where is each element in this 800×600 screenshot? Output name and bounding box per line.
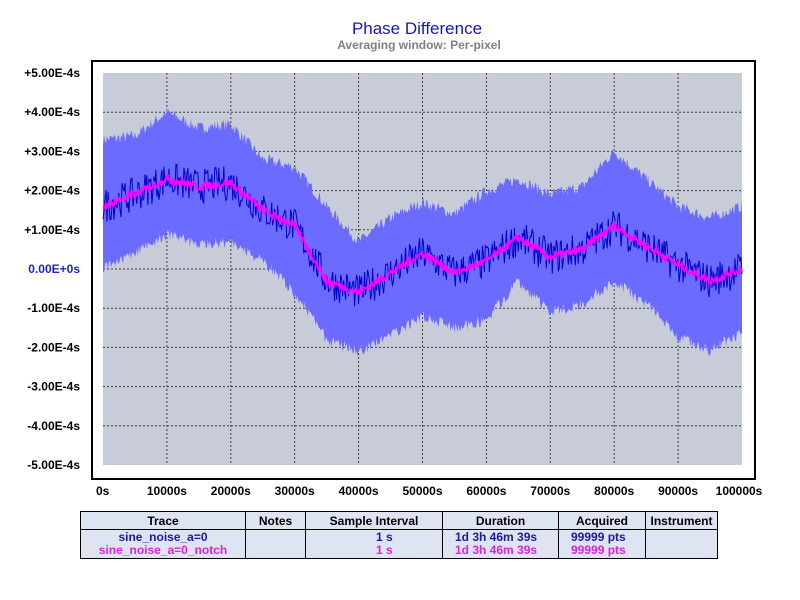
x-tick-label: 100000s [716, 484, 763, 498]
chart-title: Phase Difference [352, 19, 482, 38]
acquired-cell: 99999 pts 99999 pts [558, 529, 646, 559]
table-row: sine_noise_a=0 sine_noise_a=0_notch 1 s … [80, 529, 718, 559]
x-tick-label: 30000s [275, 484, 315, 498]
table-header-row: Trace Notes Sample Interval Duration Acq… [80, 511, 718, 530]
trace-table: Trace Notes Sample Interval Duration Acq… [80, 511, 718, 559]
trace-name-1: sine_noise_a=0 [118, 530, 208, 544]
y-tick-label: 0.00E+0s [28, 262, 80, 276]
x-tick-label: 20000s [211, 484, 251, 498]
noise-envelope [103, 107, 742, 357]
header-trace: Trace [80, 511, 246, 530]
x-axis: 0s 10000s 20000s 30000s 40000s 50000s 60000s 70… [96, 484, 763, 498]
y-tick-label: -4.00E-4s [27, 419, 80, 433]
chart-subtitle: Averaging window: Per-pixel [337, 38, 501, 52]
x-tick-label: 40000s [339, 484, 379, 498]
duration-2: 1d 3h 46m 39s [455, 543, 538, 557]
trace-name-2: sine_noise_a=0_notch [98, 543, 228, 557]
y-axis: +5.00E-4s +4.00E-4s +3.00E-4s +2.00E-4s +1.0… [24, 66, 80, 472]
header-notes: Notes [245, 511, 306, 530]
interval-1: 1 s [376, 530, 393, 544]
chart: Phase Difference Averaging window: Per-p… [24, 19, 763, 498]
x-tick-label: 50000s [402, 484, 442, 498]
y-tick-label: -5.00E-4s [27, 458, 80, 472]
notes-cell [245, 529, 306, 559]
trace-cell: sine_noise_a=0 sine_noise_a=0_notch [80, 529, 246, 559]
acquired-2: 99999 pts [571, 543, 626, 557]
series-group [102, 163, 743, 307]
duration-1: 1d 3h 46m 39s [455, 530, 538, 544]
x-tick-label: 0s [96, 484, 110, 498]
acquired-1: 99999 pts [571, 530, 626, 544]
x-tick-label: 90000s [658, 484, 698, 498]
y-tick-label: -2.00E-4s [27, 340, 80, 354]
x-tick-label: 80000s [594, 484, 634, 498]
header-duration: Duration [442, 511, 559, 530]
plot-frame [91, 60, 756, 480]
x-tick-label: 60000s [466, 484, 506, 498]
header-sample-interval: Sample Interval [305, 511, 443, 530]
y-tick-label: +3.00E-4s [24, 144, 80, 158]
y-tick-label: +2.00E-4s [24, 184, 80, 198]
y-tick-label: -1.00E-4s [27, 301, 80, 315]
interval-2: 1 s [376, 543, 393, 557]
series-sine-noise-notch [102, 173, 743, 296]
y-tick-label: +4.00E-4s [24, 105, 80, 119]
duration-cell: 1d 3h 46m 39s 1d 3h 46m 39s [442, 529, 559, 559]
header-acquired: Acquired [558, 511, 646, 530]
envelope-area [103, 107, 742, 357]
x-tick-label: 70000s [530, 484, 570, 498]
instrument-cell [645, 529, 718, 559]
y-tick-label: -3.00E-4s [27, 380, 80, 394]
y-tick-label: +1.00E-4s [24, 223, 80, 237]
x-tick-label: 10000s [147, 484, 187, 498]
interval-cell: 1 s 1 s [305, 529, 443, 559]
y-tick-label: +5.00E-4s [24, 66, 80, 80]
header-instrument: Instrument [645, 511, 718, 530]
